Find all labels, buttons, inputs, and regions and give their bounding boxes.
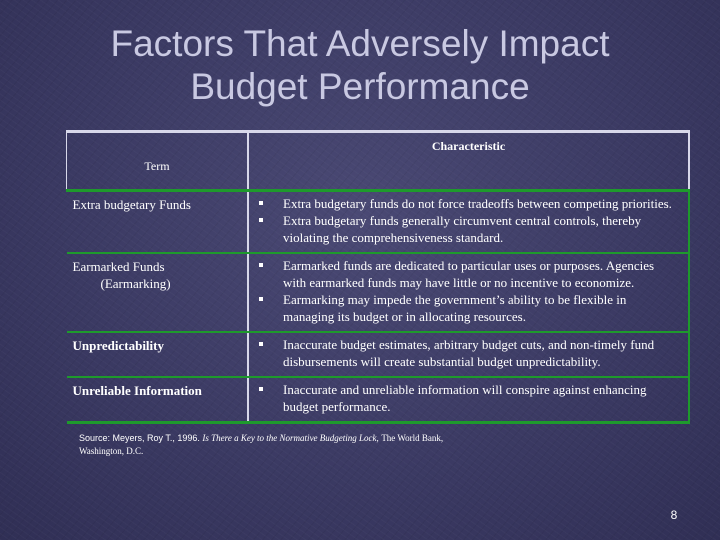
- source-publisher: The World Bank,: [381, 433, 444, 443]
- characteristic-cell: Extra budgetary funds do not force trade…: [247, 190, 690, 254]
- list-item: Earmarking may impede the government’s a…: [255, 291, 680, 325]
- bullet-icon: [259, 201, 263, 205]
- bullet-icon: [259, 218, 263, 222]
- item-text: Inaccurate and unreliable information wi…: [283, 382, 647, 414]
- term-line-1: Earmarked Funds: [72, 259, 165, 274]
- slide-title-line-2: Budget Performance: [190, 66, 530, 107]
- term-extra-budgetary-funds: Extra budgetary Funds: [66, 190, 248, 254]
- bullet-icon: [259, 342, 263, 346]
- item-text: Extra budgetary funds generally circumve…: [283, 213, 642, 245]
- factors-table: Term Characteristic Extra budgetary Fund…: [66, 130, 690, 424]
- characteristic-cell: Earmarked funds are dedicated to particu…: [247, 253, 690, 333]
- source-citation: Source: Meyers, Roy T., 1996. Is There a…: [79, 432, 519, 458]
- term-unpredictability: Unpredictability: [66, 332, 248, 378]
- list-item: Extra budgetary funds do not force trade…: [255, 195, 680, 212]
- table-row: Extra budgetary Funds Extra budgetary fu…: [66, 190, 690, 254]
- slide-title: Factors That Adversely Impact Budget Per…: [0, 22, 720, 108]
- item-text: Inaccurate budget estimates, arbitrary b…: [283, 337, 655, 369]
- bullet-icon: [259, 297, 263, 301]
- table-header-row: Term Characteristic: [66, 130, 690, 192]
- term-earmarked-funds: Earmarked Funds (Earmarking): [66, 253, 248, 333]
- list-item: Inaccurate budget estimates, arbitrary b…: [255, 336, 680, 370]
- table-row: Unpredictability Inaccurate budget estim…: [66, 332, 690, 378]
- list-item: Inaccurate and unreliable information wi…: [255, 381, 680, 415]
- header-characteristic: Characteristic: [247, 130, 690, 192]
- term-unreliable-information: Unreliable Information: [66, 377, 248, 424]
- item-text: Extra budgetary funds do not force trade…: [283, 196, 672, 211]
- term-line-2: (Earmarking): [100, 276, 171, 291]
- source-prefix: Source: Meyers, Roy T., 1996.: [79, 433, 200, 443]
- source-location: Washington, D.C.: [79, 446, 144, 456]
- item-text: Earmarking may impede the government’s a…: [283, 292, 627, 324]
- slide-title-line-1: Factors That Adversely Impact: [110, 23, 610, 64]
- table-row: Unreliable Information Inaccurate and un…: [66, 377, 690, 424]
- source-title: Is There a Key to the Normative Budgetin…: [202, 433, 379, 443]
- page-number: 8: [670, 508, 678, 522]
- item-text: Earmarked funds are dedicated to particu…: [283, 258, 655, 290]
- bullet-icon: [259, 263, 263, 267]
- characteristic-cell: Inaccurate and unreliable information wi…: [247, 377, 690, 424]
- bullet-icon: [259, 387, 263, 391]
- table-row: Earmarked Funds (Earmarking) Earmarked f…: [66, 253, 690, 333]
- list-item: Extra budgetary funds generally circumve…: [255, 212, 680, 246]
- header-term: Term: [66, 130, 248, 192]
- list-item: Earmarked funds are dedicated to particu…: [255, 257, 680, 291]
- characteristic-cell: Inaccurate budget estimates, arbitrary b…: [247, 332, 690, 378]
